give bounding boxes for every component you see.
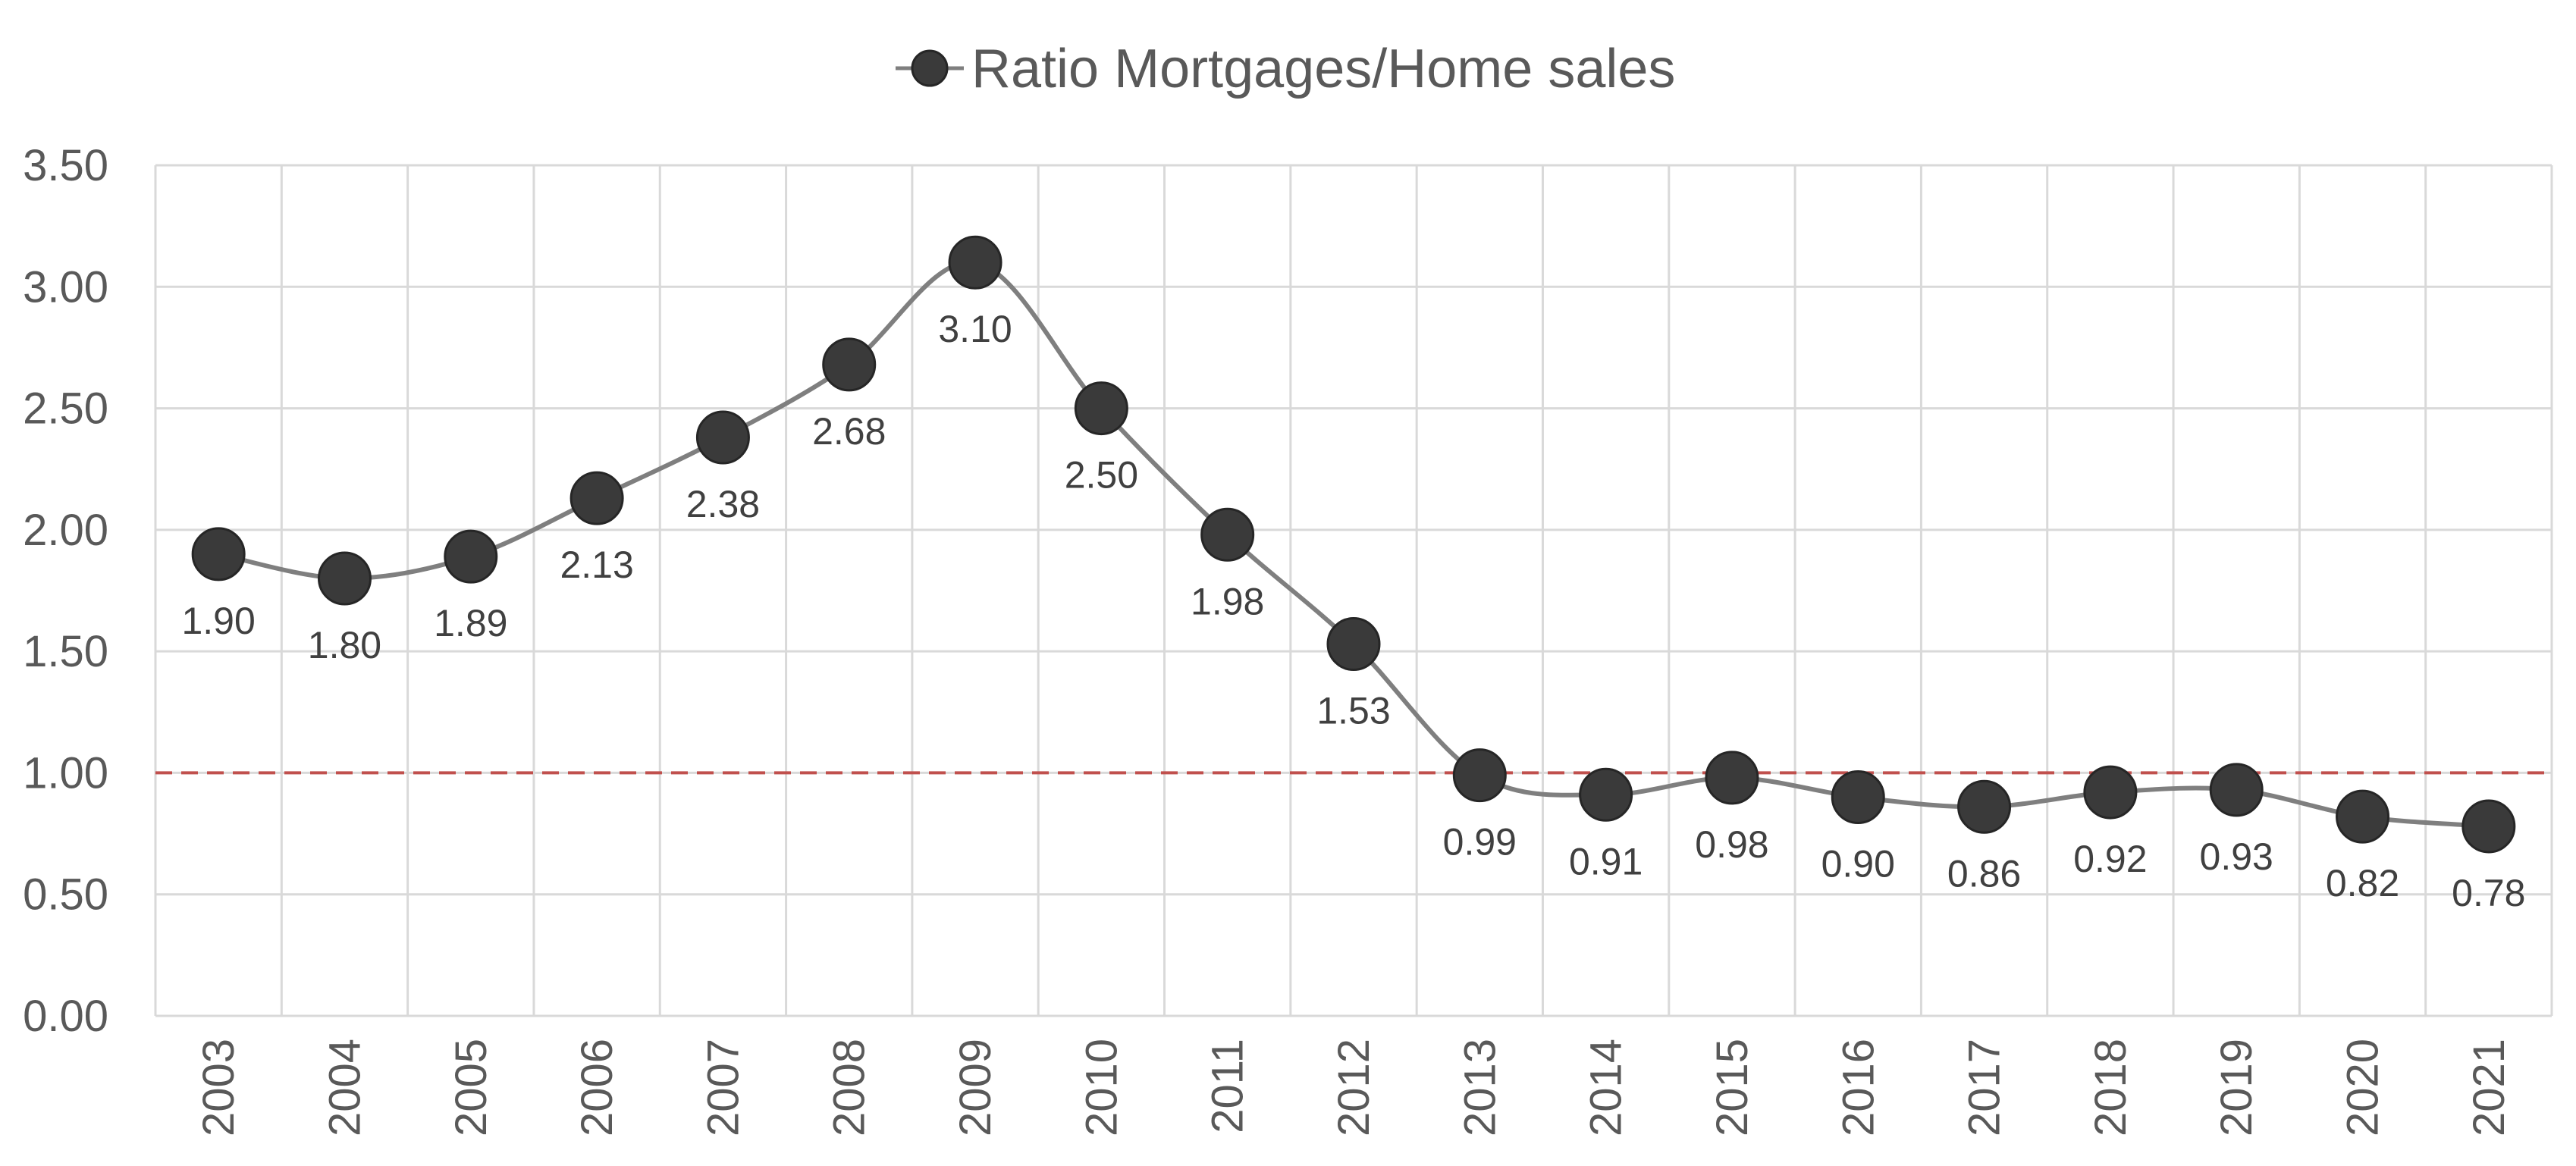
gridlines bbox=[154, 164, 2553, 1017]
x-tick-label: 2007 bbox=[698, 1039, 748, 1136]
data-point-2005 bbox=[444, 529, 498, 584]
x-tick-label: 2011 bbox=[1203, 1039, 1253, 1133]
data-label-2018: 0.92 bbox=[2073, 838, 2147, 880]
data-label-2008: 2.68 bbox=[812, 410, 886, 453]
data-point-2020 bbox=[2336, 789, 2390, 844]
x-tick-label: 2021 bbox=[2465, 1039, 2514, 1136]
x-tick-label: 2012 bbox=[1329, 1039, 1379, 1136]
y-tick-label: 2.00 bbox=[23, 506, 108, 555]
axes: 0.00 0.50 1.00 1.50 2.00 2.50 3.00 3.50 2003 2004… bbox=[23, 141, 2514, 1136]
data-point-2012 bbox=[1326, 617, 1381, 672]
x-tick-label: 2016 bbox=[1834, 1039, 1883, 1136]
data-point-2009 bbox=[948, 235, 1002, 290]
x-tick-label: 2010 bbox=[1077, 1039, 1126, 1136]
series-line bbox=[218, 259, 2490, 829]
x-tick-label: 2006 bbox=[573, 1039, 622, 1136]
data-label-2007: 2.38 bbox=[686, 483, 760, 525]
markers-group bbox=[191, 235, 2516, 854]
x-tick-label: 2003 bbox=[194, 1039, 243, 1136]
series-line-group bbox=[218, 259, 2490, 829]
data-label-2012: 1.53 bbox=[1316, 690, 1390, 732]
x-tick-label: 2015 bbox=[1708, 1039, 1757, 1136]
data-label-2006: 2.13 bbox=[560, 544, 633, 586]
x-tick-label: 2018 bbox=[2086, 1039, 2135, 1136]
x-tick-label: 2017 bbox=[1960, 1039, 2010, 1136]
data-label-2021: 0.78 bbox=[2452, 872, 2525, 914]
data-label-2017: 0.86 bbox=[1947, 852, 2021, 895]
data-label-2016: 0.90 bbox=[1821, 842, 1895, 885]
data-label-2015: 0.98 bbox=[1695, 823, 1768, 866]
data-label-2009: 3.10 bbox=[938, 308, 1012, 350]
data-labels-group: 1.90 1.80 1.89 2.13 2.38 2.68 3.10 2.50 1.98 1.53… bbox=[181, 308, 2525, 914]
y-tick-label: 3.00 bbox=[23, 262, 108, 312]
legend-label: Ratio Mortgages/Home sales bbox=[971, 39, 1675, 99]
x-tick-label: 2008 bbox=[825, 1039, 874, 1136]
data-label-2011: 1.98 bbox=[1191, 580, 1264, 622]
x-tick-label: 2014 bbox=[1582, 1039, 1631, 1136]
data-point-2010 bbox=[1074, 381, 1128, 436]
y-tick-label: 1.50 bbox=[23, 627, 108, 676]
x-tick-label: 2005 bbox=[447, 1039, 496, 1136]
y-tick-label: 2.50 bbox=[23, 384, 108, 434]
data-label-2004: 1.80 bbox=[308, 624, 381, 666]
y-tick-label: 3.50 bbox=[23, 141, 108, 190]
data-label-2013: 0.99 bbox=[1443, 821, 1517, 864]
data-point-2019 bbox=[2209, 763, 2264, 817]
data-point-2008 bbox=[822, 337, 877, 392]
y-tick-label: 1.00 bbox=[23, 748, 108, 798]
data-point-2011 bbox=[1200, 507, 1255, 562]
data-point-2014 bbox=[1579, 767, 1633, 822]
x-tick-label: 2004 bbox=[320, 1039, 369, 1136]
x-tick-label: 2013 bbox=[1455, 1039, 1504, 1136]
data-point-2018 bbox=[2083, 765, 2138, 820]
data-label-2003: 1.90 bbox=[181, 600, 255, 642]
y-tick-label: 0.00 bbox=[23, 992, 108, 1041]
data-point-2021 bbox=[2461, 799, 2516, 854]
legend-marker-icon bbox=[911, 49, 949, 87]
data-point-2016 bbox=[1831, 769, 1885, 824]
x-tick-label: 2019 bbox=[2212, 1039, 2261, 1136]
x-tick-label: 2009 bbox=[951, 1039, 1000, 1136]
x-tick-label: 2020 bbox=[2339, 1039, 2388, 1136]
data-point-2017 bbox=[1957, 779, 2012, 834]
data-label-2005: 1.89 bbox=[434, 602, 507, 644]
data-label-2019: 0.93 bbox=[2200, 835, 2273, 878]
data-label-2020: 0.82 bbox=[2326, 862, 2399, 904]
legend: Ratio Mortgages/Home sales bbox=[896, 39, 1675, 99]
y-tick-label: 0.50 bbox=[23, 870, 108, 920]
data-point-2007 bbox=[695, 410, 750, 465]
data-label-2014: 0.91 bbox=[1569, 840, 1643, 882]
data-point-2015 bbox=[1705, 751, 1759, 805]
data-point-2003 bbox=[191, 527, 246, 581]
data-point-2006 bbox=[569, 471, 624, 525]
data-point-2013 bbox=[1452, 748, 1507, 803]
data-point-2004 bbox=[317, 551, 372, 606]
data-label-2010: 2.50 bbox=[1065, 454, 1138, 497]
